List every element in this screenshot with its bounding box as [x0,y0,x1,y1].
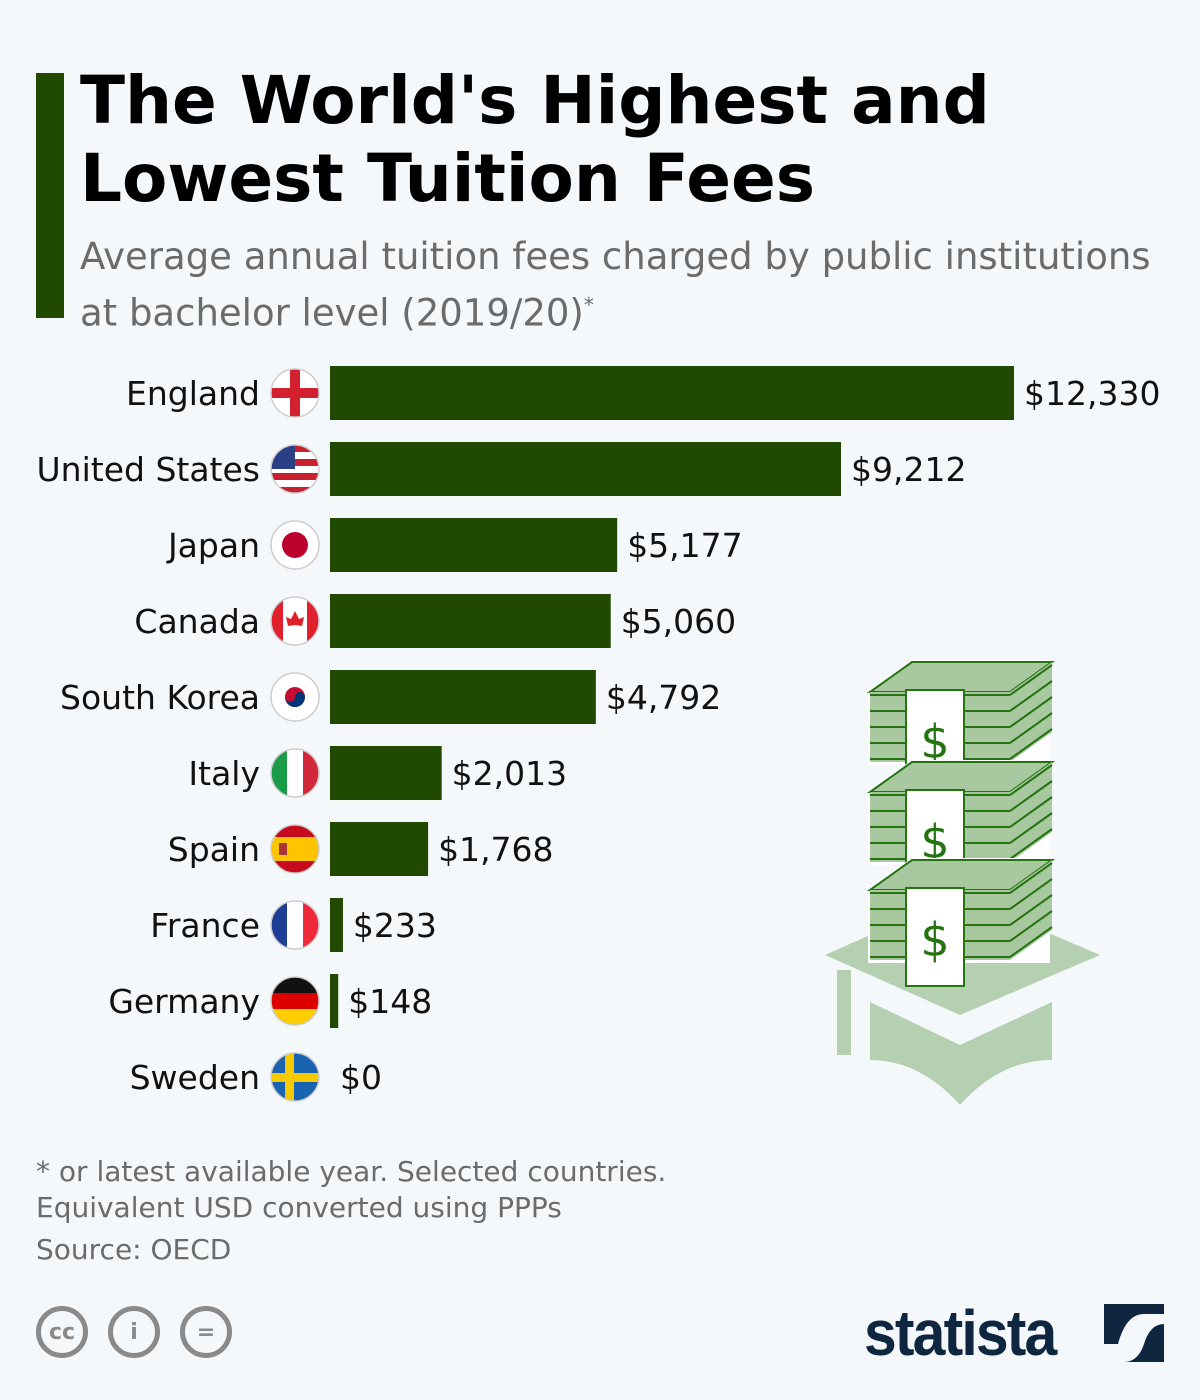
category-label: Japan [166,526,260,565]
category-label: Canada [134,602,260,641]
value-label: $148 [348,982,432,1021]
bar-row: United States $9,212 [37,442,966,496]
chart-subtitle: Average annual tuition fees charged by p… [80,233,1180,337]
value-label: $5,060 [621,602,736,641]
cc-icon[interactable]: cc [36,1306,88,1358]
bar-row: France $233 [150,898,437,952]
bar-row: South Korea $4,792 [60,670,721,724]
value-label: $4,792 [606,678,721,717]
subtitle-footnote-mark: * [583,293,594,317]
england-flag-icon [270,368,320,418]
statista-logo-icon [1104,1304,1164,1362]
sweden-flag-icon [270,1052,320,1102]
bar-row: Canada $5,060 [134,594,736,648]
no-derivatives-icon[interactable]: = [180,1306,232,1358]
bar-row: Italy $2,013 [188,746,567,800]
category-label: England [126,374,260,413]
japan-flag-icon [270,520,320,570]
bar [330,518,618,572]
bar [330,366,1014,420]
us-flag-icon [270,444,320,494]
category-label: United States [37,450,260,489]
subtitle-text: Average annual tuition fees charged by p… [80,235,1151,335]
chart-title: The World's Highest and Lowest Tuition F… [80,62,990,217]
value-label: $233 [353,906,437,945]
value-label: $9,212 [851,450,966,489]
bar-row: Japan $5,177 [166,518,743,572]
category-label: France [150,906,260,945]
value-label: $2,013 [452,754,567,793]
germany-flag-icon [270,976,320,1026]
value-label: $12,330 [1024,374,1160,413]
canada-flag-icon [270,596,320,646]
bar-chart: England $12,330 United States $9,212 Japan $5… [37,366,1160,1102]
footnote-ppp: Equivalent USD converted using PPPs [36,1191,562,1224]
south-korea-flag-icon [270,672,320,722]
value-label: $0 [340,1058,382,1097]
value-label: $5,177 [627,526,742,565]
category-label: Italy [188,754,260,793]
france-flag-icon [270,900,320,950]
statista-logo[interactable]: statista [864,1297,1057,1369]
bar-row: Sweden $0 [130,1052,382,1102]
bar-row: Germany $148 [108,974,432,1028]
bar [330,746,442,800]
value-label: $1,768 [438,830,553,869]
category-label: Sweden [130,1058,260,1097]
source: Source: OECD [36,1233,232,1266]
bar [330,594,611,648]
bar [330,898,343,952]
accent-bar [36,73,64,318]
bar [330,670,596,724]
bar [330,822,429,876]
svg-text:$: $ [920,913,949,967]
category-label: South Korea [60,678,260,717]
spain-flag-icon [270,824,320,874]
footnote: * or latest available year. Selected cou… [36,1155,667,1188]
attribution-icon[interactable]: i [108,1306,160,1358]
money-graduation-cap-illustration: $$$ [825,660,1100,1105]
category-label: Germany [108,982,260,1021]
bar [330,442,842,496]
italy-flag-icon [270,748,320,798]
bar-row: England $12,330 [126,366,1160,420]
bar-row: Spain $1,768 [168,822,554,876]
bar [330,974,339,1028]
category-label: Spain [168,830,260,869]
